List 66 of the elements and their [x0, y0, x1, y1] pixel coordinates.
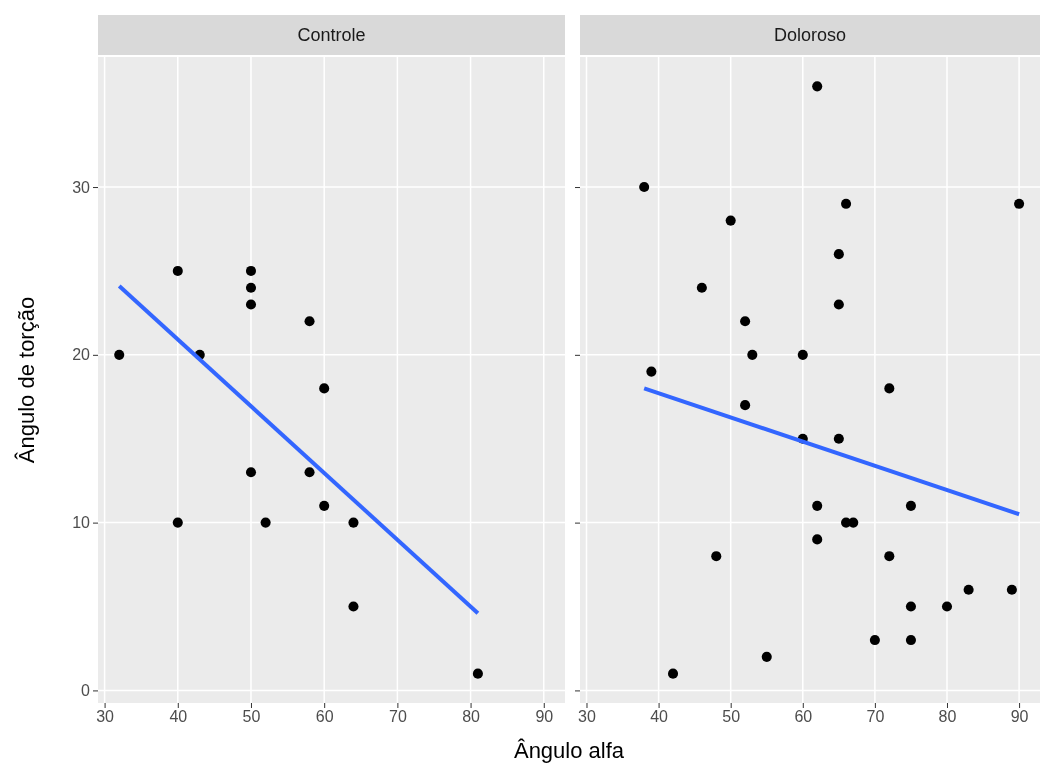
point	[725, 215, 736, 226]
chart-title: Doloroso	[773, 25, 847, 45]
point	[905, 635, 916, 646]
point	[260, 517, 271, 528]
x-tick-label: 30	[578, 708, 596, 726]
point	[833, 433, 844, 444]
point	[304, 316, 315, 327]
point	[848, 517, 859, 528]
point	[348, 601, 359, 612]
point	[245, 265, 257, 276]
point	[812, 534, 823, 545]
point	[667, 668, 679, 679]
point	[833, 249, 844, 260]
x-tick-label: 90	[1010, 708, 1029, 726]
point	[245, 299, 257, 310]
x-axis-title: Ângulo alfa	[513, 738, 625, 763]
y-tick-label: 0	[81, 682, 91, 700]
x-tick-label: 40	[169, 708, 188, 726]
point	[740, 316, 751, 327]
y-tick-label: 10	[72, 514, 91, 532]
point	[884, 383, 895, 394]
y-axis-title: Ângulo de torção	[14, 296, 39, 464]
point	[812, 81, 823, 92]
x-tick-label: 80	[938, 708, 957, 726]
point	[245, 467, 257, 478]
point	[941, 601, 953, 612]
point	[1006, 584, 1017, 595]
point	[797, 349, 808, 360]
point	[711, 551, 722, 562]
x-tick-label: 80	[462, 708, 481, 726]
x-tick-label: 30	[96, 708, 115, 726]
x-tick-label: 90	[535, 708, 554, 726]
point	[963, 584, 974, 595]
x-tick-label: 50	[242, 708, 261, 726]
point	[812, 500, 823, 511]
x-tick-label: 50	[722, 708, 741, 726]
point	[245, 282, 257, 293]
point	[304, 467, 315, 478]
point	[884, 551, 895, 562]
point	[172, 517, 183, 528]
point	[833, 299, 844, 310]
point	[841, 198, 852, 209]
x-tick-label: 60	[794, 708, 813, 726]
x-tick-label: 40	[650, 708, 669, 726]
x-tick-label: 70	[866, 708, 885, 726]
point	[114, 349, 125, 360]
point	[348, 517, 359, 528]
point	[319, 500, 330, 511]
x-tick-label: 60	[315, 708, 334, 726]
point	[172, 265, 183, 276]
point	[472, 668, 483, 679]
y-tick-label: 20	[72, 346, 91, 364]
point	[761, 651, 772, 662]
point	[696, 282, 707, 293]
point	[747, 349, 758, 360]
point	[905, 601, 916, 612]
x-tick-label: 70	[388, 708, 407, 726]
y-tick-label: 30	[72, 178, 91, 196]
point	[646, 366, 657, 377]
point	[639, 182, 650, 193]
point	[869, 635, 880, 646]
point	[740, 400, 751, 411]
chart-title: Controle	[297, 25, 366, 45]
point	[319, 383, 330, 394]
point	[905, 500, 916, 511]
point	[1014, 198, 1025, 209]
